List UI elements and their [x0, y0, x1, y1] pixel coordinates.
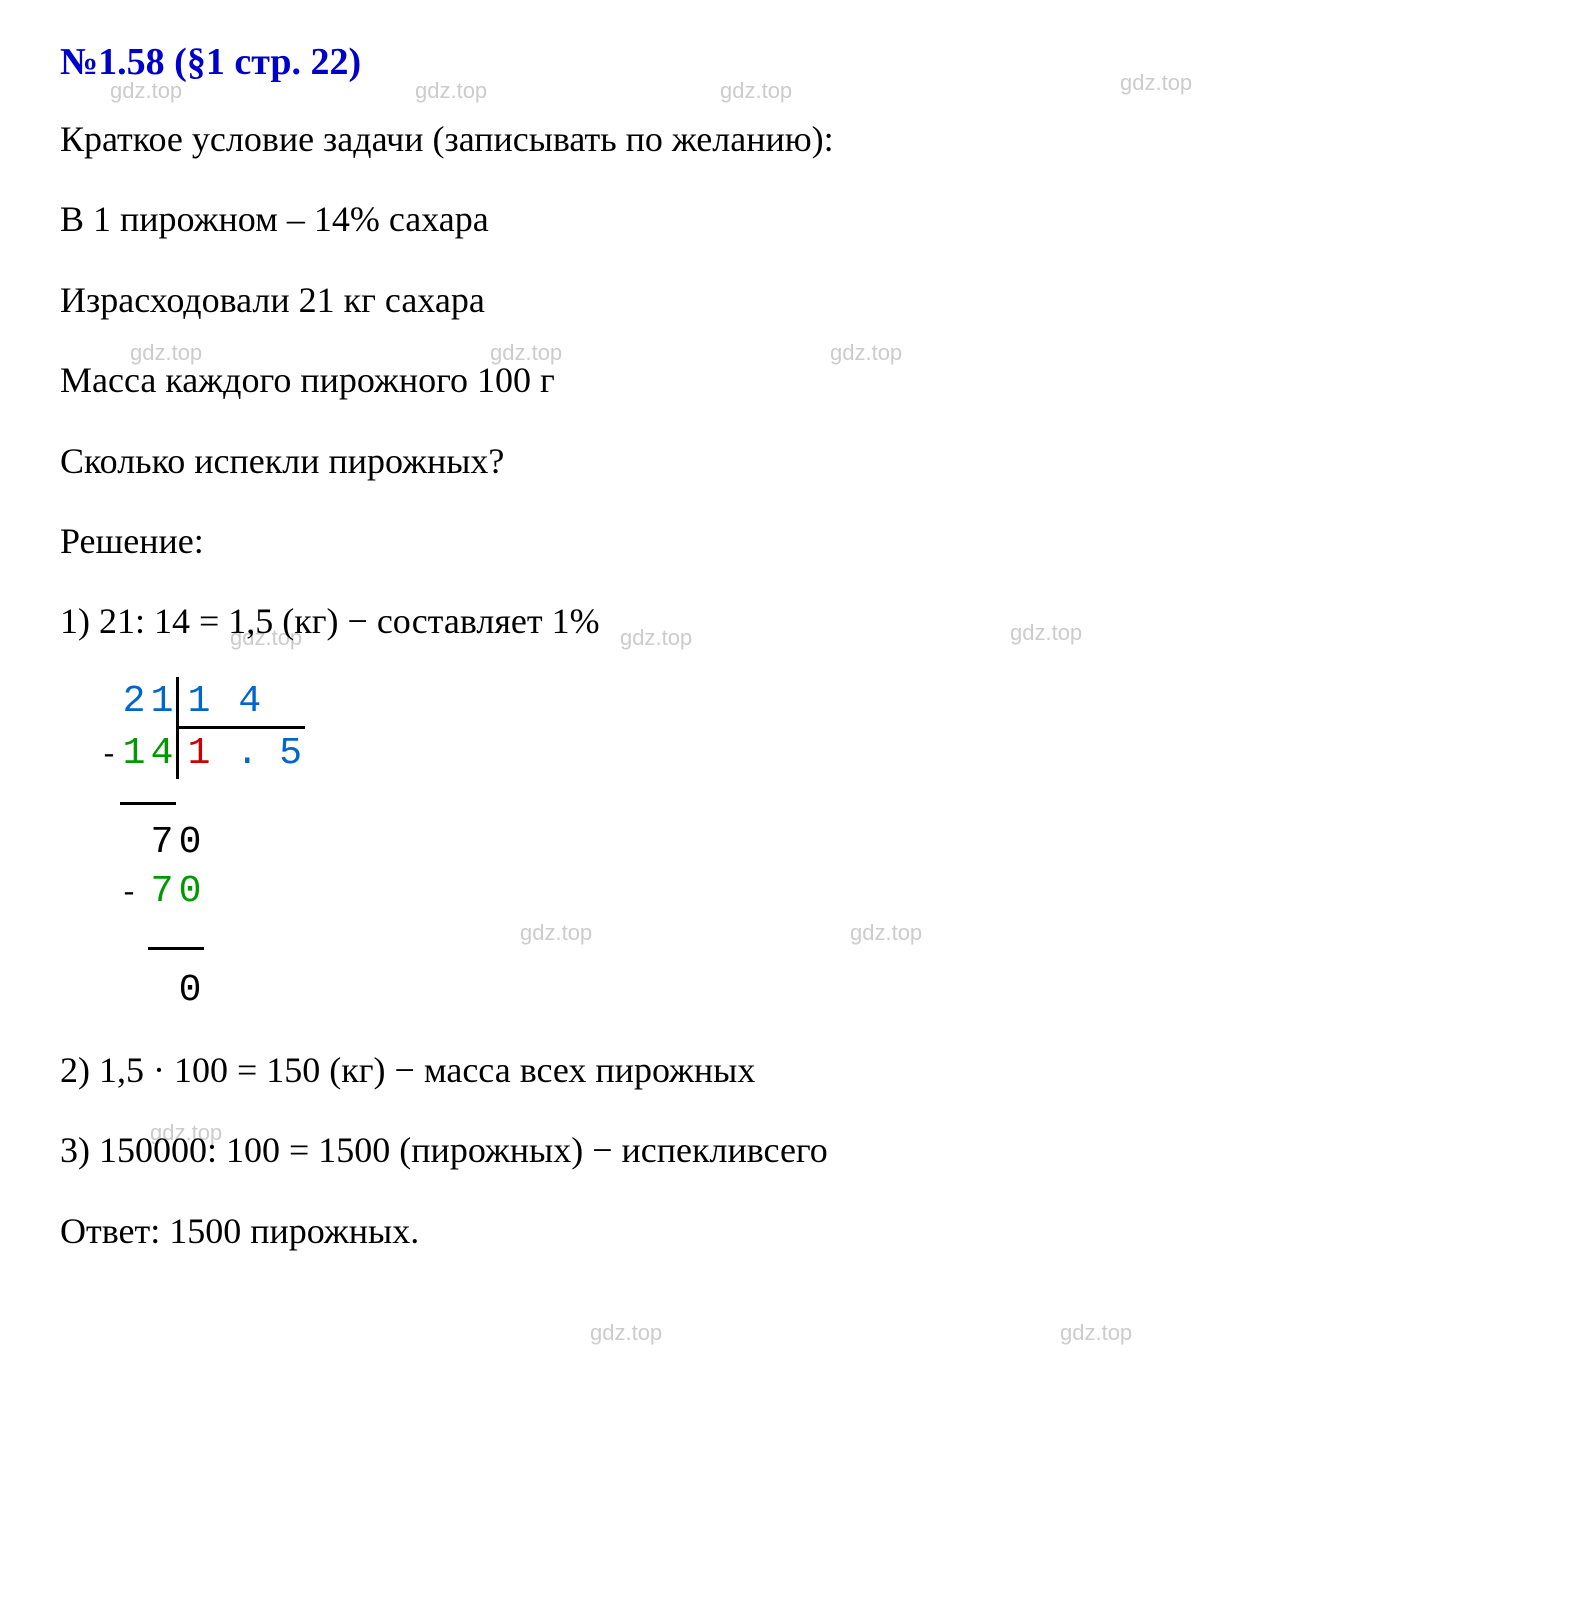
condition-intro: Краткое условие задачи (записывать по же…	[60, 114, 1535, 164]
sub2-digit-2: 0	[176, 867, 204, 916]
given-line-3: Масса каждого пирожного 100 г	[60, 355, 1535, 405]
rem1-digit-2: 0	[176, 818, 204, 867]
dividend-digit-2: 1	[148, 677, 176, 726]
quotient-int: 1	[185, 729, 213, 778]
dividend-digit-1: 2	[120, 677, 148, 726]
solution-label: Решение:	[60, 516, 1535, 566]
step-3: 3) 150000: 100 = 1500 (пирожных) − испек…	[60, 1125, 1535, 1175]
quotient-frac: 5	[277, 729, 305, 778]
step-1: 1) 21: 14 = 1,5 (кг) − составляет 1%	[60, 596, 1535, 646]
long-division: 2 1 1 4 - 1 4 1 . 5 7 0	[100, 677, 1535, 1015]
divisor-digit-2: 4	[236, 677, 264, 726]
problem-title: №1.58 (§1 стр. 22)	[60, 40, 1535, 84]
given-line-2: Израсходовали 21 кг сахара	[60, 275, 1535, 325]
final-zero: 0	[176, 966, 204, 1015]
divisor-digit-1: 1	[185, 677, 213, 726]
sub1-digit-2: 4	[148, 729, 176, 778]
quotient-dot: .	[236, 729, 254, 778]
step-2: 2) 1,5 · 100 = 150 (кг) − масса всех пир…	[60, 1045, 1535, 1095]
question-line: Сколько испекли пирожных?	[60, 436, 1535, 486]
answer-line: Ответ: 1500 пирожных.	[60, 1206, 1535, 1256]
watermark-text: gdz.top	[590, 1320, 662, 1346]
sub1-digit-1: 1	[120, 729, 148, 778]
given-line-1: В 1 пирожном – 14% сахара	[60, 194, 1535, 244]
rem1-digit-1: 7	[148, 818, 176, 867]
sub2-digit-1: 7	[148, 867, 176, 916]
watermark-text: gdz.top	[1060, 1320, 1132, 1346]
